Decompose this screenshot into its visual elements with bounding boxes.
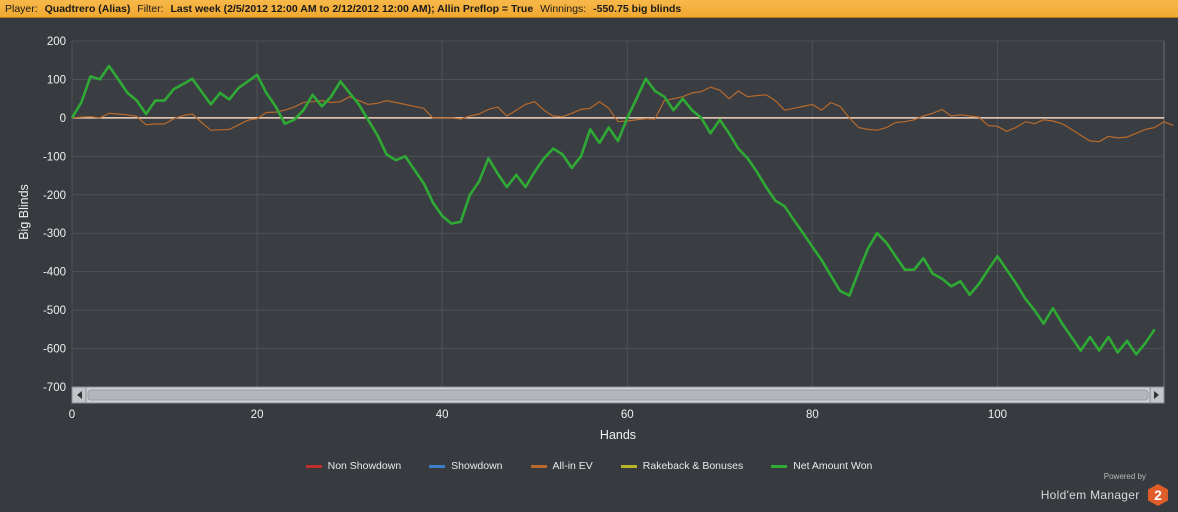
winnings-value: -550.75 big blinds <box>593 3 682 15</box>
x-tick-label: 40 <box>436 409 449 421</box>
legend-swatch <box>305 464 322 468</box>
x-tick-label: 80 <box>806 409 819 421</box>
series-line-all-in-ev <box>71 86 1174 143</box>
legend-label: Non Showdown <box>327 460 402 472</box>
legend-label: Showdown <box>451 460 503 472</box>
legend-item[interactable]: Non Showdown <box>305 459 402 473</box>
filter-bar: Player: Quadtrero (Alias) Filter: Last w… <box>0 0 1178 18</box>
legend-item[interactable]: Net Amount Won <box>771 459 872 473</box>
chevron-left-icon <box>77 391 82 399</box>
player-label: Player: <box>5 3 38 15</box>
brand-name: Hold'em Manager <box>1040 488 1140 502</box>
legend-label: Net Amount Won <box>793 460 873 472</box>
scrollbar-thumb[interactable] <box>87 389 1149 401</box>
y-tick-label: -700 <box>43 382 66 394</box>
y-axis-title: Big Blinds <box>17 184 31 240</box>
legend-item[interactable]: All-in EV <box>530 459 593 473</box>
filter-label: Filter: <box>137 3 164 15</box>
y-tick-label: 100 <box>47 74 66 86</box>
grid <box>71 40 1165 388</box>
x-tick-label: 100 <box>988 409 1007 421</box>
series-line-net-amount-won <box>70 64 1156 356</box>
y-tick-label: -500 <box>43 305 66 317</box>
filter-value: Last week (2/5/2012 12:00 AM to 2/12/201… <box>170 3 534 15</box>
winnings-label: Winnings: <box>540 3 587 15</box>
powered-by-text: Powered by <box>1103 472 1146 481</box>
y-tick-label: -300 <box>43 228 66 240</box>
y-tick-label: 200 <box>47 36 66 48</box>
x-tick-label: 0 <box>69 409 75 421</box>
y-tick-label: -100 <box>43 151 66 163</box>
series-layer <box>70 64 1174 356</box>
legend-swatch <box>620 464 637 468</box>
x-tick-label: 20 <box>251 409 264 421</box>
legend-label: All-in EV <box>552 460 593 472</box>
x-axis-title: Hands <box>600 428 636 442</box>
y-tick-labels: 200 100 0 -100 -200 -300 -400 -500 -600 -700 <box>43 36 66 394</box>
line-chart: 0 20 40 60 80 100 200 100 0 -100 -200 -300 -400 -500… <box>17 36 1174 442</box>
y-tick-label: -600 <box>43 344 66 356</box>
legend-item[interactable]: Showdown <box>429 459 503 473</box>
chevron-right-icon <box>1154 391 1159 399</box>
legend: Non Showdown Showdown All-in EV Rakeback & … <box>0 459 1178 473</box>
branding: Powered by Hold'em Manager 2 <box>1040 472 1168 506</box>
legend-swatch <box>429 464 446 468</box>
y-tick-label: 0 <box>60 113 66 125</box>
plot-area <box>71 40 1165 388</box>
player-value: Quadtrero (Alias) <box>44 3 131 15</box>
scrollbar[interactable] <box>71 386 1165 404</box>
legend-item[interactable]: Rakeback & Bonuses <box>620 459 744 473</box>
legend-label: Rakeback & Bonuses <box>642 460 744 472</box>
y-tick-label: -200 <box>43 190 66 202</box>
brand-logo-badge: 2 <box>1148 484 1168 506</box>
y-tick-label: -400 <box>43 267 66 279</box>
legend-swatch <box>530 464 547 468</box>
legend-swatch <box>771 464 788 468</box>
x-tick-labels: 0 20 40 60 80 100 <box>69 409 1007 421</box>
x-tick-label: 60 <box>621 409 634 421</box>
